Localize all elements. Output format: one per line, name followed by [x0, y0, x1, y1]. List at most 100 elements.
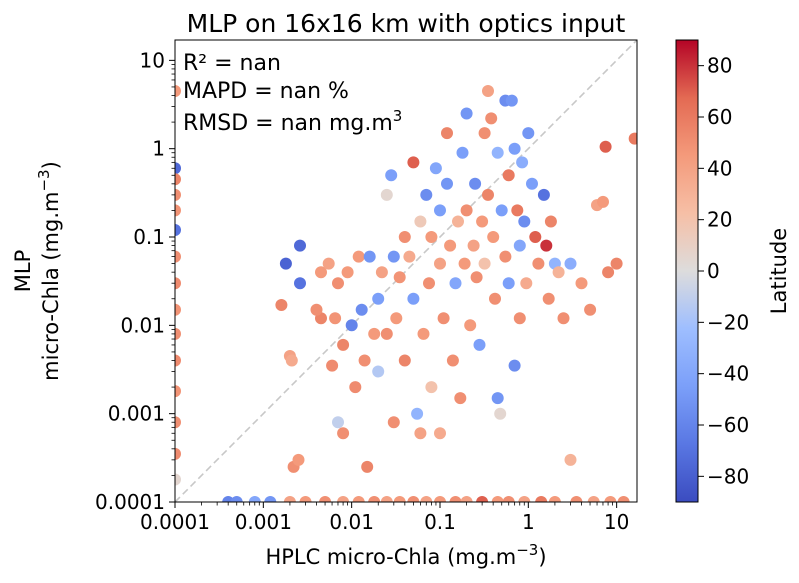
data-point [446, 354, 459, 367]
data-point [398, 231, 411, 243]
plot-frame [174, 39, 638, 503]
data-point [393, 496, 406, 502]
data-point [441, 127, 453, 140]
colorbar-tick-label: −80 [707, 464, 749, 488]
y-axis-label-line2: micro-Chla (mg.m−3) [35, 161, 63, 381]
data-point [535, 496, 548, 502]
data-point [449, 277, 462, 290]
data-point [628, 132, 637, 145]
y-axis: 0.0001 0.001 0.01 0.1 1 10 [95, 48, 175, 514]
data-point [175, 327, 181, 340]
colorbar-tick-label: −20 [707, 310, 749, 334]
data-point [513, 312, 526, 325]
data-point [460, 496, 473, 502]
data-point [337, 496, 350, 502]
data-point [564, 257, 577, 270]
y-axis-label: MLP micro-Chla (mg.m−3) [11, 161, 63, 381]
data-point [417, 327, 430, 340]
data-point [375, 266, 388, 279]
x-axis-label: HPLC micro-Chla (mg.m−3) [265, 541, 546, 569]
data-point [502, 169, 515, 182]
data-point [407, 496, 420, 502]
data-point [434, 496, 446, 502]
data-point [508, 142, 521, 155]
data-point [584, 303, 597, 316]
data-point [175, 473, 181, 486]
data-point [575, 277, 588, 290]
data-point [332, 416, 344, 429]
data-point [372, 292, 385, 305]
data-point [434, 204, 446, 217]
data-point [529, 231, 542, 243]
x-axis-label-end: ) [538, 545, 546, 569]
data-point [429, 162, 442, 175]
data-point [518, 215, 531, 228]
x-axis-label-text: HPLC micro-Chla (mg.m [265, 545, 516, 569]
stat-mapd: MAPD = nan % [183, 79, 349, 104]
data-point [398, 354, 411, 367]
colorbar-tick-label: 80 [707, 54, 732, 78]
data-point [508, 359, 521, 372]
data-point [473, 338, 486, 351]
data-point [175, 385, 181, 398]
data-point [599, 140, 612, 153]
data-point [437, 312, 450, 325]
data-point [456, 146, 469, 159]
data-point [175, 224, 181, 236]
data-point [294, 239, 306, 252]
data-point [610, 257, 623, 270]
data-point [570, 496, 583, 502]
stat-rmsd: RMSD = nan mg.m3 [183, 107, 402, 136]
data-point [557, 312, 570, 325]
data-point [358, 354, 371, 367]
y-tick-label: 0.001 [108, 402, 165, 426]
data-point [407, 292, 420, 305]
y-tick-label: 0.01 [120, 313, 165, 337]
data-point [299, 496, 312, 502]
y-tick-label: 10 [140, 48, 165, 72]
data-point [452, 215, 464, 228]
data-point [175, 447, 181, 460]
data-point [491, 146, 504, 159]
data-point [469, 177, 482, 190]
data-point [337, 427, 350, 440]
data-point [597, 195, 609, 208]
data-point [352, 496, 365, 502]
stat-rmsd-text: RMSD = nan mg.m [183, 111, 393, 136]
data-point [423, 277, 435, 290]
data-point [390, 312, 403, 325]
data-point [491, 496, 504, 502]
data-point [319, 496, 332, 502]
data-point [355, 303, 368, 316]
data-point [482, 85, 494, 97]
data-point [368, 496, 381, 502]
x-tick-label: 1 [522, 510, 535, 534]
data-point [602, 266, 615, 279]
data-point [444, 239, 457, 252]
data-point [341, 266, 354, 279]
data-point [264, 496, 277, 502]
y-tick-label: 1 [152, 137, 165, 161]
data-point [491, 392, 504, 405]
x-tick-label: 0.1 [424, 510, 456, 534]
data-point [407, 156, 420, 169]
x-tick-label: 0.01 [329, 510, 374, 534]
data-point [434, 427, 446, 440]
data-point [520, 277, 533, 290]
data-point [564, 453, 577, 466]
data-point [516, 156, 529, 169]
data-point [310, 303, 323, 316]
data-point [414, 427, 427, 440]
data-point [460, 107, 473, 120]
data-point [175, 277, 181, 290]
data-point [175, 162, 181, 175]
identity-line [174, 39, 638, 503]
data-point [548, 496, 561, 502]
data-point [420, 496, 433, 502]
data-point [454, 392, 467, 405]
stat-rmsd-sup: 3 [393, 107, 403, 125]
colorbar-tick-label: 40 [707, 156, 732, 180]
y-axis-label-line1: MLP [11, 250, 35, 292]
data-point [326, 359, 339, 372]
